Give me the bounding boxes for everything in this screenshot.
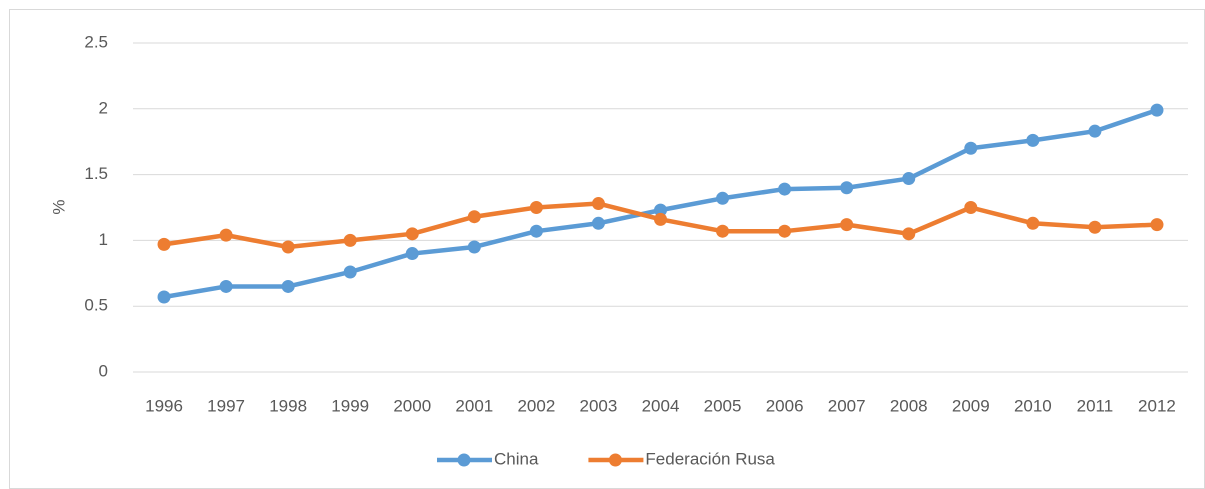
data-point bbox=[840, 218, 854, 232]
data-point bbox=[716, 191, 730, 205]
y-axis-label: % bbox=[49, 199, 68, 214]
data-point bbox=[281, 240, 295, 254]
y-tick-label: 0 bbox=[99, 361, 108, 380]
data-point bbox=[529, 224, 543, 238]
y-tick-label: 2 bbox=[99, 98, 108, 117]
data-point bbox=[1088, 220, 1102, 234]
data-point bbox=[219, 279, 233, 293]
data-point bbox=[405, 247, 419, 261]
data-point bbox=[157, 290, 171, 304]
data-point bbox=[840, 181, 854, 195]
legend-marker bbox=[608, 453, 622, 467]
data-point bbox=[1150, 218, 1164, 232]
data-point bbox=[1150, 103, 1164, 117]
y-tick-label: 0.5 bbox=[84, 296, 108, 315]
x-tick-label: 2000 bbox=[393, 396, 431, 415]
data-point bbox=[157, 237, 171, 251]
x-tick-label: 2011 bbox=[1077, 396, 1114, 415]
data-point bbox=[281, 279, 295, 293]
data-point bbox=[1088, 124, 1102, 138]
y-tick-label: 1 bbox=[99, 230, 108, 249]
legend-label: China bbox=[494, 449, 539, 468]
data-point bbox=[343, 233, 357, 247]
x-tick-label: 1998 bbox=[269, 396, 307, 415]
x-tick-label: 1999 bbox=[331, 396, 369, 415]
data-point bbox=[591, 197, 605, 211]
x-tick-label: 2004 bbox=[642, 396, 680, 415]
x-tick-label: 2007 bbox=[828, 396, 866, 415]
data-point bbox=[343, 265, 357, 279]
x-tick-label: 2008 bbox=[890, 396, 928, 415]
data-point bbox=[778, 182, 792, 196]
data-point bbox=[902, 227, 916, 241]
y-tick-label: 2.5 bbox=[84, 32, 108, 51]
data-point bbox=[467, 240, 481, 254]
x-tick-label: 2006 bbox=[766, 396, 804, 415]
data-point bbox=[778, 224, 792, 238]
x-tick-label: 2005 bbox=[704, 396, 742, 415]
data-point bbox=[529, 201, 543, 214]
legend-marker bbox=[457, 453, 471, 467]
x-tick-label: 2012 bbox=[1138, 396, 1176, 415]
data-point bbox=[902, 172, 916, 186]
data-point bbox=[654, 203, 667, 217]
x-tick-label: 1996 bbox=[145, 396, 183, 415]
series-line bbox=[163, 107, 1158, 300]
data-point bbox=[405, 227, 419, 241]
data-point bbox=[964, 141, 978, 155]
x-tick-label: 2001 bbox=[455, 396, 493, 415]
y-tick-label: 1.5 bbox=[84, 164, 108, 183]
data-point bbox=[1026, 216, 1040, 230]
data-point bbox=[591, 216, 605, 230]
data-point bbox=[467, 210, 481, 224]
data-point bbox=[219, 228, 233, 242]
data-point bbox=[964, 201, 978, 214]
legend-label: Federación Rusa bbox=[645, 449, 775, 468]
chart-border bbox=[9, 9, 1205, 489]
data-point bbox=[716, 224, 730, 238]
x-tick-label: 2003 bbox=[580, 396, 618, 415]
data-point bbox=[1026, 133, 1040, 147]
x-tick-label: 1997 bbox=[207, 396, 245, 415]
data-point bbox=[654, 212, 667, 226]
x-tick-label: 2002 bbox=[517, 396, 555, 415]
x-tick-label: 2009 bbox=[952, 396, 990, 415]
x-tick-label: 2010 bbox=[1014, 396, 1052, 415]
